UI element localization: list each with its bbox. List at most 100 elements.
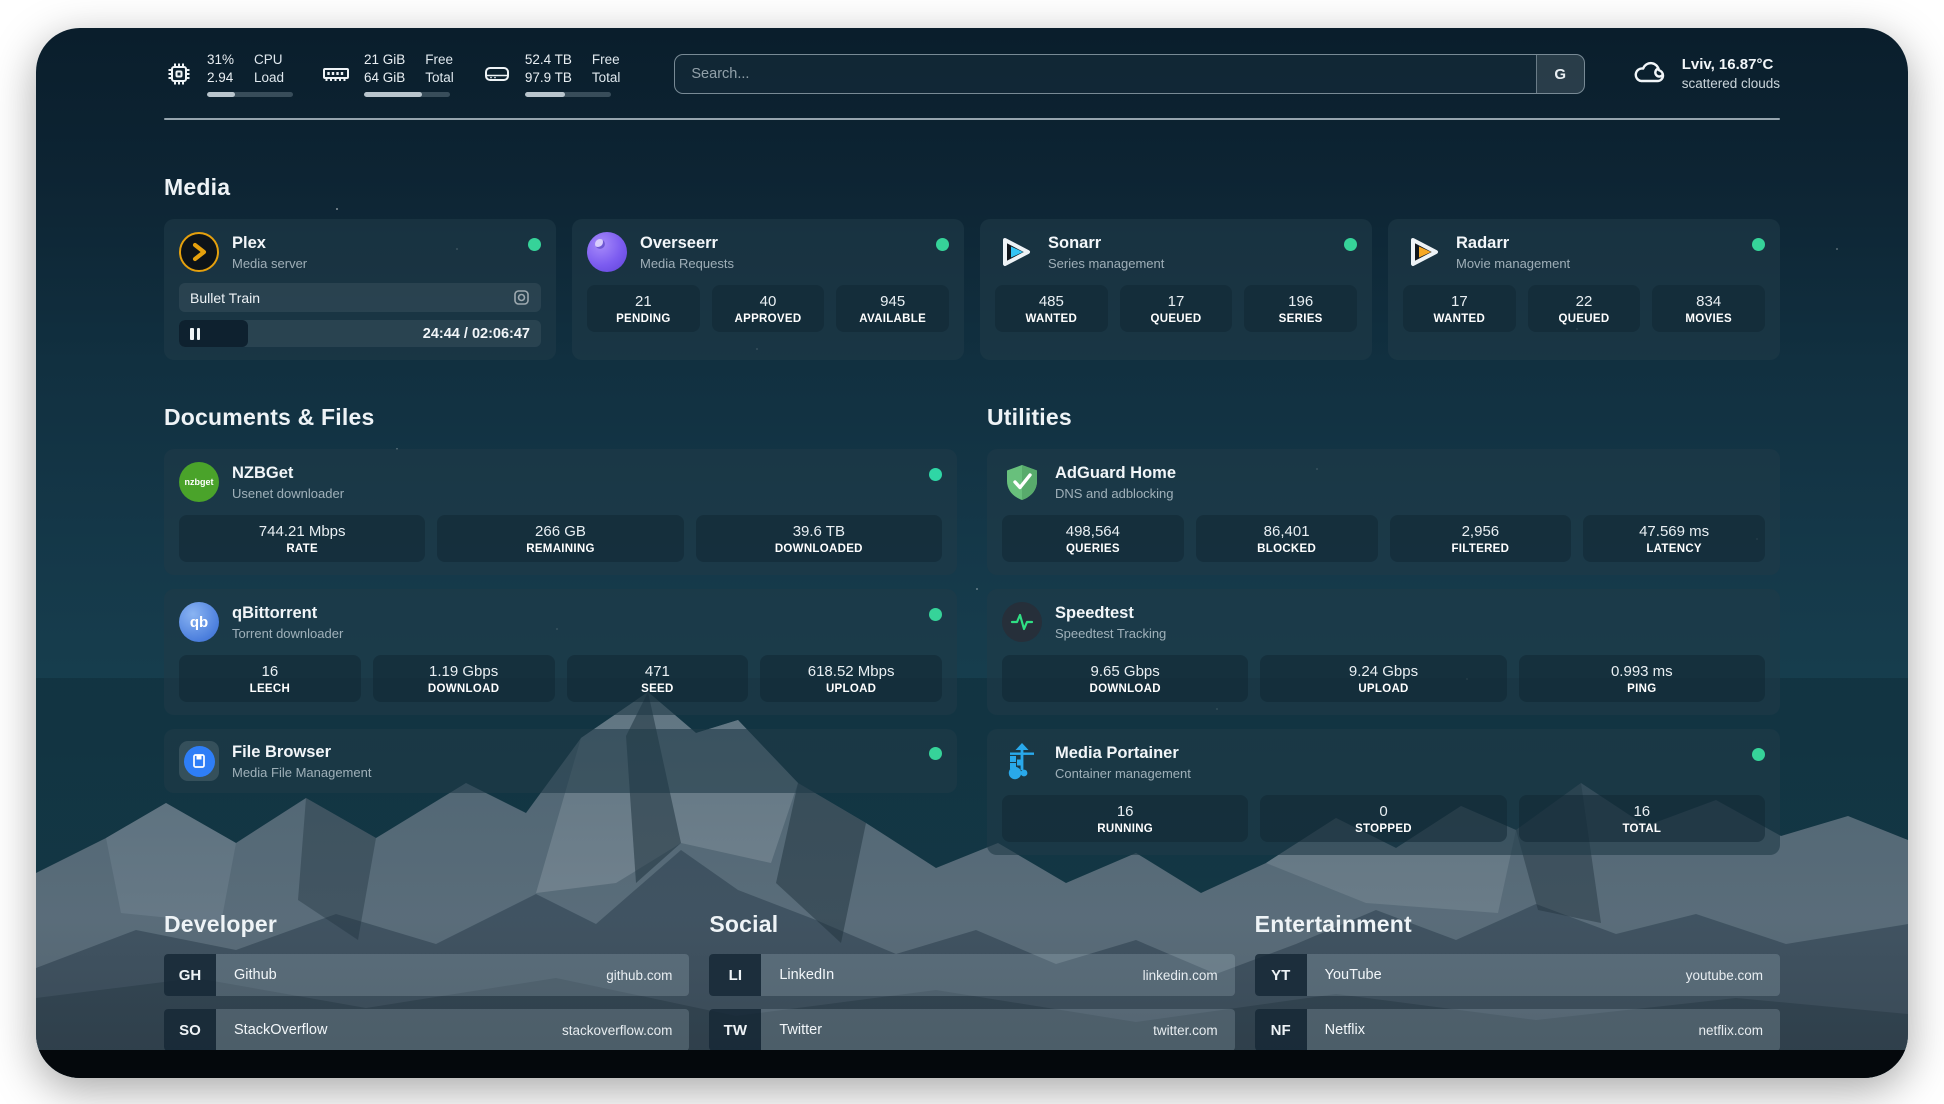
cpu-label-2: Load: [254, 70, 285, 85]
service-title: Speedtest: [1055, 604, 1134, 622]
bookmark-abbr: NF: [1254, 1009, 1307, 1051]
memory-label-1: Free: [425, 52, 454, 68]
resource-widgets: 31% 2.94 CPU Load: [164, 51, 620, 97]
stat-total: 16 TOTAL: [1518, 795, 1765, 842]
bookmark-url: youtube.com: [1685, 967, 1763, 983]
service-title: qBittorrent: [232, 604, 318, 622]
stat-queries: 498,564 QUERIES: [1002, 515, 1184, 562]
disk-widget: 52.4 TB 97.9 TB Free Total: [482, 51, 620, 97]
snow-specks: [336, 208, 338, 210]
service-title: Sonarr: [1048, 234, 1102, 252]
topbar-divider: [164, 118, 1780, 120]
service-card-portainer[interactable]: Media Portainer Container management 16 …: [987, 729, 1780, 855]
cpu-label-1: CPU: [254, 52, 283, 68]
adguard-icon: [1002, 462, 1042, 502]
status-dot: [1344, 238, 1357, 251]
playback-time: 24:44 / 02:06:47: [422, 325, 530, 342]
bookmark-name: Twitter: [779, 1022, 823, 1038]
window-bottom-edge: [36, 1050, 1908, 1078]
service-card-sonarr[interactable]: Sonarr Series management 485 WANTED 17 Q…: [980, 219, 1372, 360]
service-subtitle: Torrent downloader: [232, 625, 344, 641]
stat-remaining: 266 GB REMAINING: [437, 515, 684, 562]
cpu-progress-bar: [207, 91, 293, 97]
bookmark-linkedin[interactable]: LI LinkedIn linkedin.com: [709, 954, 1235, 996]
service-card-adguard[interactable]: AdGuard Home DNS and adblocking 498,564 …: [987, 449, 1780, 575]
memory-progress-bar: [364, 91, 450, 97]
bookmark-twitter[interactable]: TW Twitter twitter.com: [709, 1009, 1235, 1051]
bookmark-url: github.com: [606, 967, 673, 983]
status-dot: [929, 747, 942, 760]
service-card-radarr[interactable]: Radarr Movie management 17 WANTED 22 QUE…: [1388, 219, 1780, 360]
service-card-overseerr[interactable]: Overseerr Media Requests 21 PENDING 40 A…: [572, 219, 964, 360]
stat-queued: 22 QUEUED: [1527, 285, 1641, 332]
bookmark-abbr: LI: [709, 954, 762, 996]
bookmark-url: linkedin.com: [1142, 967, 1218, 983]
nzbget-icon: nzbget: [179, 462, 219, 502]
disk-total: 97.9 TB: [524, 70, 572, 85]
section-title-social: Social: [709, 911, 779, 937]
stat-running: 16 RUNNING: [1002, 795, 1249, 842]
pause-icon[interactable]: [190, 327, 200, 340]
service-card-plex[interactable]: Plex Media server Bullet Train: [164, 219, 556, 360]
service-subtitle: Media File Management: [232, 764, 372, 780]
service-title: NZBGet: [232, 464, 294, 482]
now-playing-title: Bullet Train: [190, 289, 261, 306]
stat-rate: 744.21 Mbps RATE: [179, 515, 426, 562]
section-title-entertainment: Entertainment: [1254, 911, 1412, 937]
stat-ping: 0.993 ms PING: [1518, 655, 1765, 702]
bookmark-abbr: TW: [709, 1009, 762, 1051]
plex-icon: [179, 232, 219, 272]
stat-download: 1.19 Gbps DOWNLOAD: [372, 655, 555, 702]
section-title-developer: Developer: [164, 911, 278, 937]
service-title: Radarr: [1456, 234, 1510, 252]
memory-free: 21 GiB: [364, 52, 406, 68]
section-title-utilities: Utilities: [987, 404, 1072, 430]
stat-seed: 471 SEED: [566, 655, 749, 702]
bookmark-github[interactable]: GH Github github.com: [164, 954, 690, 996]
service-card-nzbget[interactable]: nzbget NZBGet Usenet downloader 744.21 M…: [164, 449, 957, 575]
overseerr-icon: [587, 232, 627, 272]
top-bar: 31% 2.94 CPU Load: [164, 44, 1780, 104]
cpu-load: 2.94: [207, 70, 234, 85]
now-playing-view-icon[interactable]: [513, 289, 530, 306]
stat-movies: 834 MOVIES: [1652, 285, 1765, 332]
weather-widget[interactable]: Lviv, 16.87°C scattered clouds: [1631, 55, 1780, 94]
now-playing-row: Bullet Train: [179, 283, 541, 312]
bookmark-group-developer: Developer GH Github github.com SO StackO…: [164, 911, 690, 1078]
weather-condition: scattered clouds: [1681, 76, 1780, 92]
service-title: AdGuard Home: [1055, 464, 1177, 482]
cpu-widget: 31% 2.94 CPU Load: [164, 51, 293, 97]
disk-progress-bar: [524, 91, 611, 97]
memory-widget: 21 GiB 64 GiB Free Total: [321, 51, 454, 97]
stat-pending: 21 PENDING: [587, 285, 700, 332]
service-subtitle: Usenet downloader: [232, 485, 345, 501]
bookmark-name: Netflix: [1324, 1022, 1365, 1038]
bookmark-abbr: SO: [164, 1009, 216, 1051]
bookmark-youtube[interactable]: YT YouTube youtube.com: [1254, 954, 1780, 996]
memory-total: 64 GiB: [364, 70, 406, 85]
stat-latency: 47.569 ms LATENCY: [1583, 515, 1765, 562]
stat-filtered: 2,956 FILTERED: [1389, 515, 1572, 562]
search-provider-button[interactable]: G: [1535, 55, 1584, 93]
service-card-filebrowser[interactable]: File Browser Media File Management: [164, 729, 957, 793]
bookmark-stackoverflow[interactable]: SO StackOverflow stackoverflow.com: [164, 1009, 690, 1051]
service-subtitle: DNS and adblocking: [1055, 485, 1174, 501]
documents-column: Documents & Files nzbget NZBGet Usenet d…: [164, 404, 957, 855]
service-card-speedtest[interactable]: Speedtest Speedtest Tracking 9.65 Gbps D…: [987, 589, 1780, 715]
bookmark-name: Github: [234, 967, 277, 983]
service-title: Media Portainer: [1055, 744, 1179, 762]
stat-downloaded: 39.6 TB DOWNLOADED: [695, 515, 942, 562]
service-subtitle: Speedtest Tracking: [1055, 625, 1167, 641]
stat-available: 945 AVAILABLE: [836, 285, 949, 332]
bookmark-netflix[interactable]: NF Netflix netflix.com: [1254, 1009, 1780, 1051]
stat-wanted: 485 WANTED: [995, 285, 1108, 332]
bookmark-name: StackOverflow: [234, 1022, 328, 1038]
disk-icon: [482, 59, 512, 89]
status-dot: [528, 238, 541, 251]
service-card-qbittorrent[interactable]: qb qBittorrent Torrent downloader 16: [164, 589, 957, 715]
speedtest-icon: [1002, 602, 1042, 642]
weather-location-temp: Lviv, 16.87°C: [1681, 55, 1774, 73]
service-subtitle: Container management: [1055, 765, 1191, 781]
search-input[interactable]: [675, 55, 1536, 93]
stat-series: 196 SERIES: [1244, 285, 1357, 332]
